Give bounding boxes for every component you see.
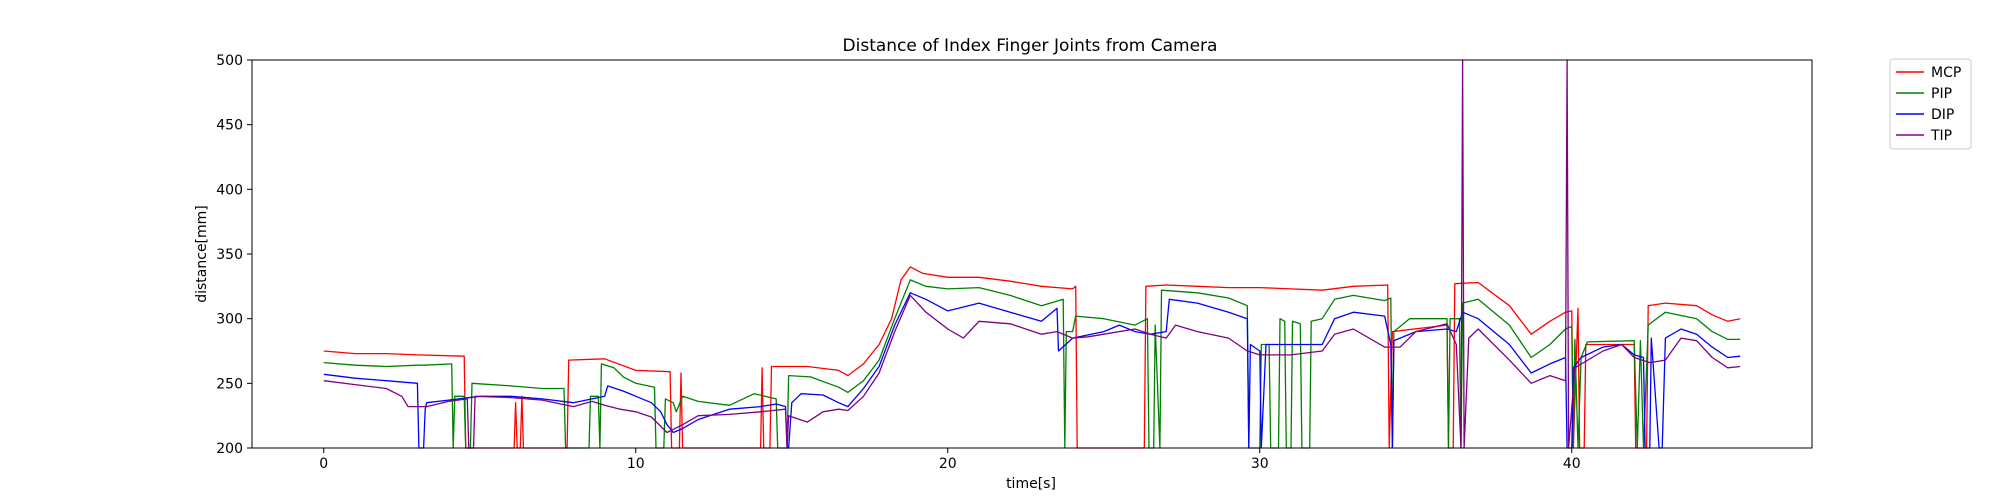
legend-box xyxy=(1889,58,1972,150)
plot-frame xyxy=(251,59,1813,449)
series-line-pip xyxy=(323,279,1741,449)
x-tick-label: 10 xyxy=(627,456,645,472)
x-tick-label: 30 xyxy=(1251,456,1269,472)
legend-label-tip: TIP xyxy=(1930,128,1952,144)
series-line-tip xyxy=(323,59,1741,449)
x-tick-label: 40 xyxy=(1563,456,1581,472)
x-axis: 0 10 20 30 40 xyxy=(319,448,1581,472)
legend-label-dip: DIP xyxy=(1931,107,1954,123)
y-axis: 200 250 300 350 400 450 500 xyxy=(216,53,252,457)
x-tick-label: 0 xyxy=(319,456,328,472)
chart-title: Distance of Index Finger Joints from Cam… xyxy=(843,36,1218,56)
y-tick-label: 300 xyxy=(216,312,243,328)
y-tick-label: 200 xyxy=(216,441,243,457)
y-tick-label: 450 xyxy=(216,118,243,134)
y-tick-label: 400 xyxy=(216,182,243,198)
legend-label-mcp: MCP xyxy=(1931,65,1961,81)
legend-label-pip: PIP xyxy=(1931,86,1952,102)
y-tick-label: 350 xyxy=(216,247,243,263)
series-layer xyxy=(323,59,1741,449)
x-axis-label: time[s] xyxy=(1006,476,1056,492)
series-line-mcp xyxy=(323,266,1741,449)
series-line-dip xyxy=(323,292,1741,449)
legend: MCP PIP DIP TIP xyxy=(1889,58,1972,150)
y-tick-label: 500 xyxy=(216,53,243,69)
y-axis-label: distance[mm] xyxy=(194,205,210,303)
x-tick-label: 20 xyxy=(939,456,957,472)
y-tick-label: 250 xyxy=(216,376,243,392)
